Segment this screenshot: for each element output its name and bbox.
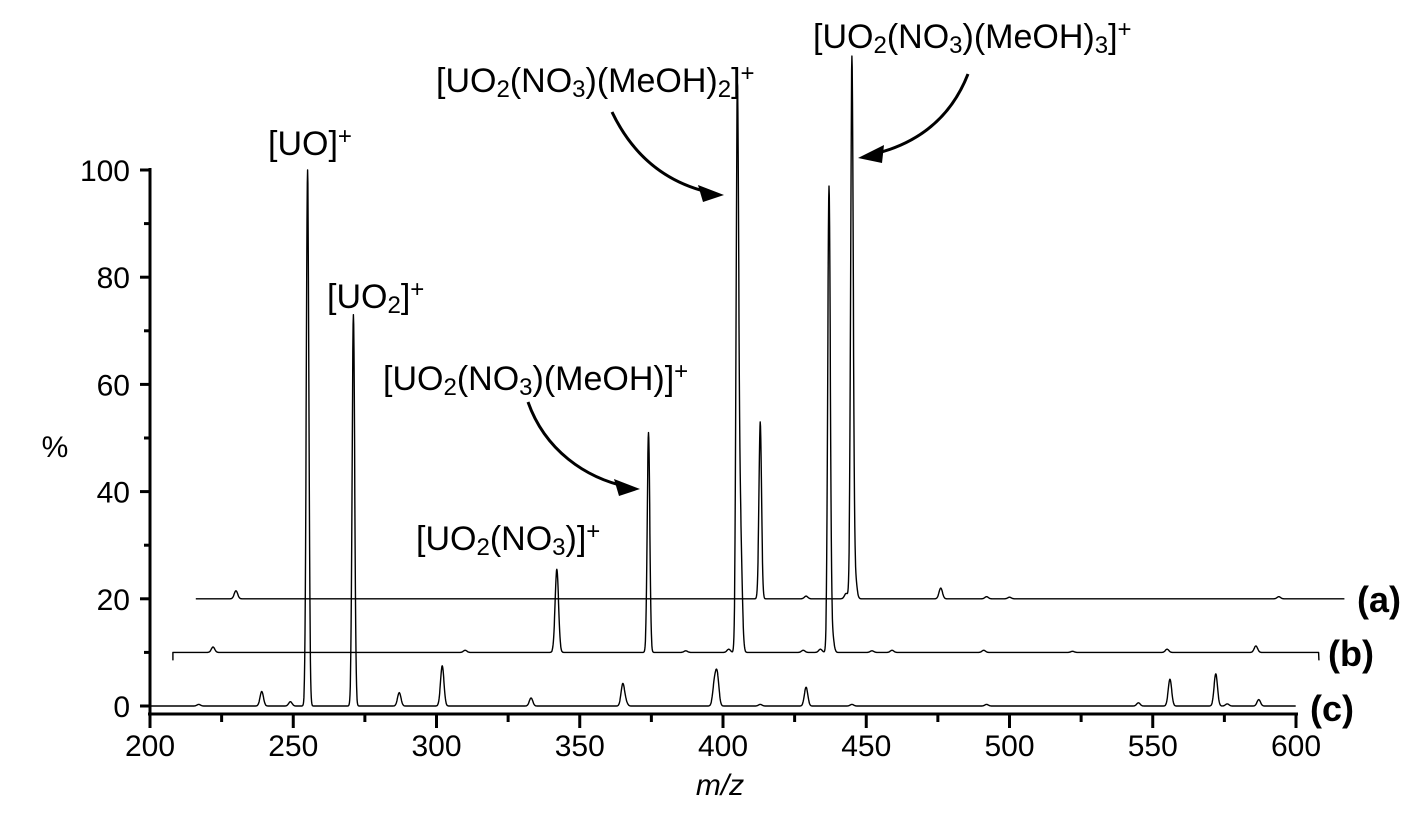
y-tick-label: 60: [97, 369, 130, 402]
annotation-meoh3: [UO2(NO3)(MeOH)3]+: [813, 16, 1132, 59]
annotation-segment: 3: [519, 374, 532, 401]
annotation-segment: )(MeOH): [963, 18, 1095, 56]
spectrum-traces: (a) (b) (c): [149, 55, 1401, 729]
annotation-segment: 2: [443, 374, 456, 401]
annotation-no3: [UO2(NO3)]+: [416, 518, 600, 561]
x-tick-label: 350: [555, 730, 605, 763]
arrow-meoh3: [869, 73, 970, 157]
annotation-meoh2: [UO2(NO3)(MeOH)2]+: [436, 60, 755, 103]
arrow-heads: [614, 145, 884, 496]
annotation-segment: )(MeOH): [586, 62, 718, 100]
y-axis-label: %: [42, 431, 69, 464]
annotation-uo: [UO]+: [268, 123, 352, 163]
annotation-segment: )(MeOH)]: [533, 360, 675, 398]
annotation-segment: [UO: [327, 278, 387, 316]
y-tick-label: 100: [80, 155, 130, 188]
x-tick-label: 600: [1271, 730, 1321, 763]
axes: 0 20 40 60 80 100 200 250 300 350 400 450 500 550 600: [80, 155, 1321, 763]
peak-annotations: [UO]+[UO2]+[UO2(NO3)]+[UO2(NO3)(MeOH)]+[…: [268, 16, 1132, 561]
annotation-segment: (NO: [490, 520, 552, 558]
annotation-segment: +: [741, 60, 755, 87]
x-tick-label: 550: [1128, 730, 1178, 763]
annotation-segment: 2: [496, 76, 509, 103]
y-tick-label: 20: [97, 584, 130, 617]
x-tick-label: 500: [984, 730, 1034, 763]
annotation-meoh1: [UO2(NO3)(MeOH)]+: [383, 358, 688, 401]
y-tick-label: 40: [97, 477, 130, 510]
arrow-head-meoh1: [614, 479, 640, 496]
annotation-segment: [UO: [813, 18, 873, 56]
annotation-segment: [UO: [416, 520, 476, 558]
annotation-segment: 3: [572, 76, 585, 103]
annotation-segment: 2: [387, 292, 400, 319]
annotation-segment: +: [1118, 16, 1132, 43]
x-tick-label: 400: [698, 730, 748, 763]
annotation-segment: +: [338, 123, 352, 150]
x-tick-label: 250: [268, 730, 318, 763]
annotation-segment: +: [674, 358, 688, 385]
series-label: (b): [1328, 633, 1374, 674]
annotation-segment: ]: [731, 62, 740, 100]
annotation-segment: [UO: [436, 62, 496, 100]
annotation-segment: ]: [1108, 18, 1117, 56]
spectrum-trace-a: [195, 55, 1345, 600]
arrow-meoh2: [610, 111, 713, 195]
annotation-segment: 3: [1095, 32, 1108, 59]
annotation-segment: +: [410, 276, 424, 303]
arrow-head-meoh2: [698, 185, 724, 202]
spectrum-trace-b: [172, 82, 1320, 661]
annotation-segment: (NO: [887, 18, 949, 56]
y-tick-label: 80: [97, 262, 130, 295]
x-tick-label: 450: [841, 730, 891, 763]
annotation-segment: +: [586, 518, 600, 545]
annotation-segment: 3: [552, 534, 565, 561]
series-label: (a): [1357, 579, 1401, 620]
annotation-segment: (NO: [457, 360, 519, 398]
annotation-segment: 2: [873, 32, 886, 59]
annotation-segment: [UO]: [268, 125, 338, 163]
annotation-segment: 3: [949, 32, 962, 59]
annotation-segment: )]: [566, 520, 587, 558]
annotation-segment: [UO: [383, 360, 443, 398]
spectrum-trace-c: [149, 169, 1297, 707]
arrow-meoh1: [526, 401, 629, 489]
arrow-head-meoh3: [858, 145, 884, 163]
annotation-segment: 2: [476, 534, 489, 561]
x-tick-label: 200: [125, 730, 175, 763]
annotation-segment: (NO: [510, 62, 572, 100]
annotation-segment: 2: [718, 76, 731, 103]
x-axis-label: m/z: [696, 769, 744, 802]
annotation-segment: ]: [401, 278, 410, 316]
annotation-uo2: [UO2]+: [327, 276, 424, 319]
x-tick-label: 300: [411, 730, 461, 763]
annotation-arrows: [526, 73, 970, 489]
series-label: (c): [1310, 688, 1354, 729]
y-tick-label: 0: [113, 691, 130, 724]
